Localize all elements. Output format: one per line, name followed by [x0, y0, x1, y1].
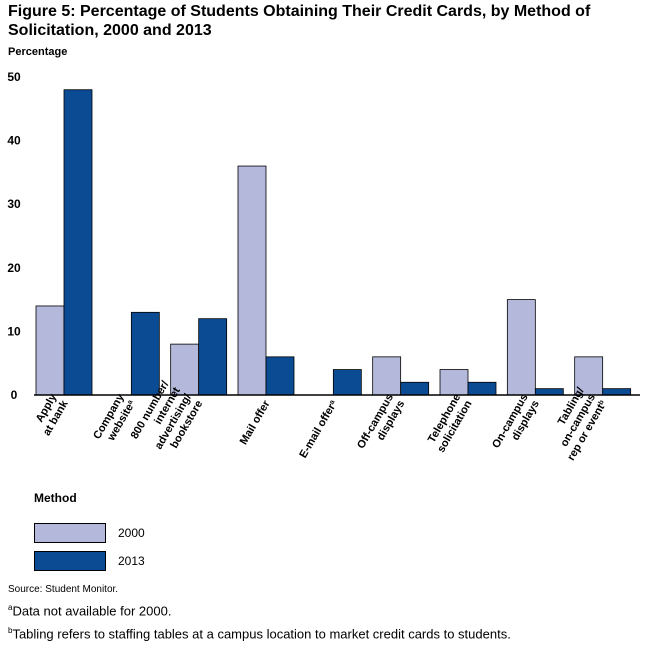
- bar-2000: [237, 165, 267, 396]
- bar-2013: [63, 89, 93, 396]
- x-tick-label: Applyat bank: [30, 391, 71, 438]
- bar-2013: [130, 311, 160, 396]
- x-tick-label: Companywebsitea: [91, 391, 138, 448]
- x-tick-label: E-mail offera: [297, 398, 340, 460]
- footnote-b: bTabling refers to staffing tables at a …: [8, 626, 511, 642]
- bar-2013: [534, 388, 564, 396]
- bar-2000: [170, 343, 200, 396]
- source-note: Source: Student Monitor.: [8, 584, 119, 595]
- bar-2013: [400, 381, 430, 396]
- legend-item-2013: 2013: [34, 550, 145, 572]
- x-tick-label: Off-campusdisplays: [355, 392, 407, 457]
- bar-2000: [372, 356, 402, 396]
- legend-swatch-2000: [34, 523, 106, 543]
- bar-2000: [35, 305, 65, 396]
- legend-label-2000: 2000: [118, 526, 145, 540]
- x-tick-label: Mail offer: [238, 398, 273, 447]
- footnote-a: aData not available for 2000.: [8, 603, 172, 619]
- legend-item-2000: 2000: [34, 522, 145, 544]
- x-tick-label: Tabling/on-campusrep or eventb: [543, 386, 610, 463]
- bar-2013: [602, 388, 632, 396]
- y-tick-label: 20: [7, 261, 21, 275]
- legend-label-2013: 2013: [118, 554, 145, 568]
- legend-swatch-2013: [34, 551, 106, 571]
- bar-2000: [506, 299, 536, 396]
- y-tick-label: 40: [7, 134, 21, 148]
- y-tick-label: 10: [7, 324, 21, 338]
- x-tick-label: Telephonesolicitation: [424, 392, 475, 455]
- bar-2013: [332, 369, 362, 396]
- bar-2013: [467, 381, 497, 396]
- bar-2013: [265, 356, 295, 396]
- y-axis-label: Percentage: [8, 46, 68, 58]
- chart-title: Figure 5: Percentage of Students Obtaini…: [8, 3, 591, 39]
- legend-title: Method: [34, 491, 77, 505]
- y-tick-label: 30: [7, 197, 21, 211]
- y-tick-label: 0: [11, 388, 18, 402]
- x-tick-label: On-campusdisplays: [490, 392, 542, 457]
- y-tick-label: 50: [7, 70, 21, 84]
- bar-2000: [439, 369, 469, 396]
- bar-2013: [198, 318, 228, 396]
